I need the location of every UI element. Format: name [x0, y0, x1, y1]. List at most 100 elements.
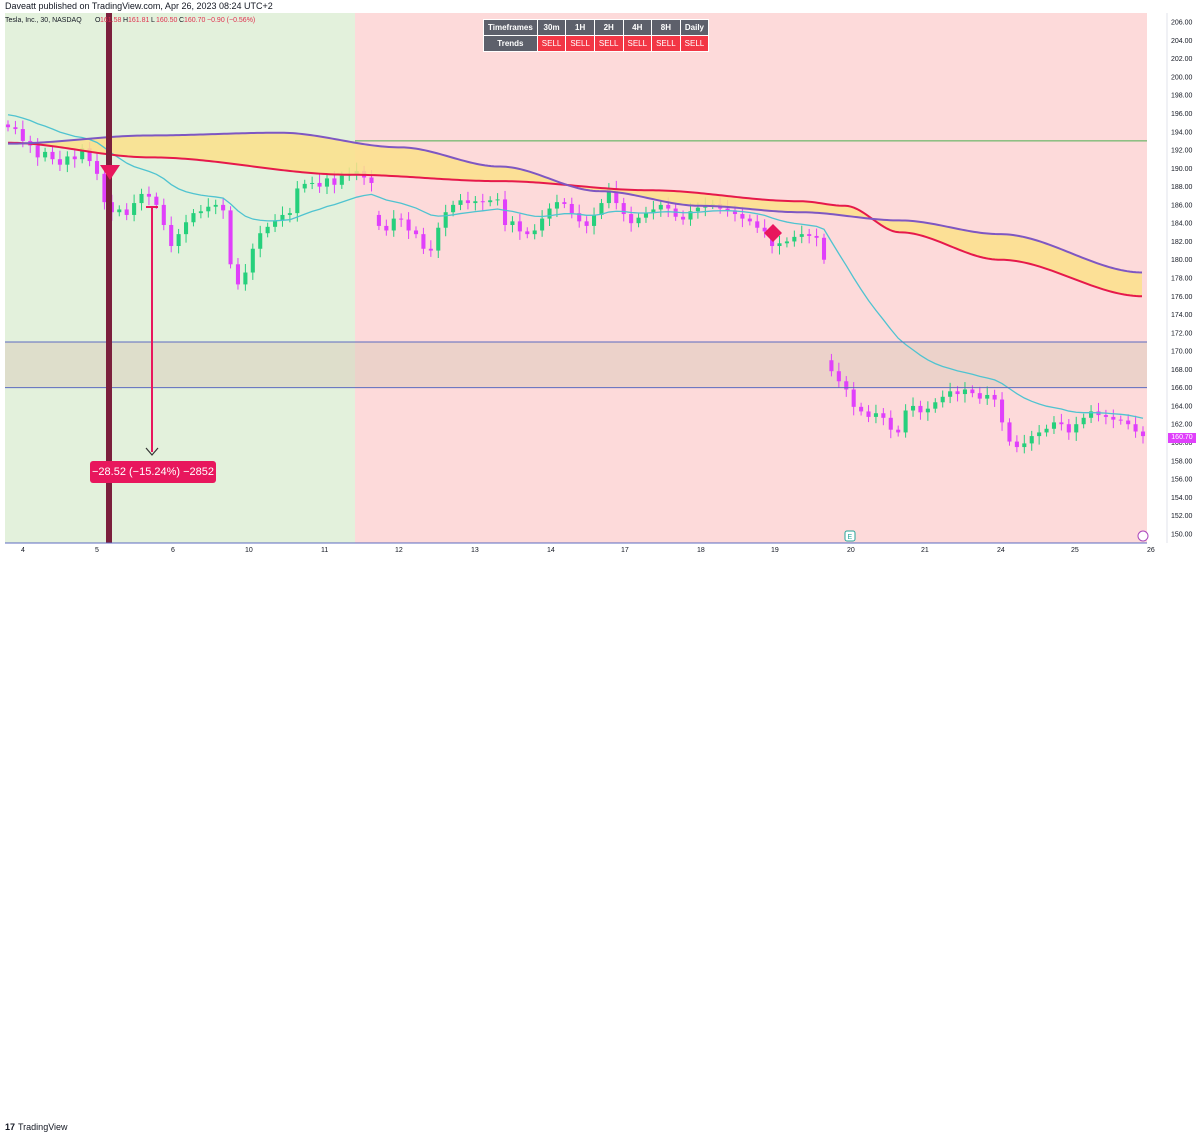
candle-body	[1111, 416, 1116, 420]
candle-body	[413, 230, 419, 235]
current-price-tag: 160.70	[1168, 433, 1196, 443]
candle-body	[1044, 428, 1049, 433]
ohlc-value: 161.81	[128, 17, 150, 24]
candle-body	[510, 221, 515, 225]
candle-body	[235, 264, 241, 285]
candle-body	[658, 204, 663, 210]
candle-body	[80, 148, 85, 160]
candle-body	[896, 429, 901, 433]
time-axis-label: 11	[321, 547, 328, 554]
tradingview-logo-mark: 17	[5, 1122, 16, 1132]
price-axis-label: 204.00	[1171, 38, 1193, 45]
trend-sell-cell: SELL	[537, 36, 566, 51]
time-axis-label: 21	[921, 547, 929, 554]
candle-body	[124, 209, 129, 215]
trend-sell-cell: SELL	[652, 36, 680, 51]
ohlc-value: 160.70	[184, 17, 206, 24]
candle-body	[1103, 415, 1108, 417]
candle-body	[695, 207, 700, 212]
time-axis-label: 14	[547, 547, 555, 554]
candle-body	[1066, 424, 1071, 433]
price-axis-label: 186.00	[1171, 202, 1193, 209]
candle-body	[376, 214, 381, 226]
candle-body	[992, 394, 997, 400]
candle-body	[280, 214, 285, 221]
candle-body	[569, 203, 574, 214]
candle-body	[755, 221, 760, 228]
trend-sell-cell: SELL	[623, 36, 652, 51]
support-zone-band	[5, 341, 1147, 388]
candle-body	[436, 227, 441, 251]
candle-body	[339, 175, 344, 185]
candle-body	[221, 204, 226, 211]
lightning-icon[interactable]	[1137, 530, 1149, 542]
timeframe-header: Daily	[680, 20, 709, 35]
candle-body	[384, 225, 389, 231]
candle-body	[1000, 399, 1005, 423]
candle-body	[117, 209, 122, 213]
price-axis-label: 190.00	[1171, 166, 1193, 173]
candle-body	[94, 161, 100, 174]
candle-body	[732, 210, 738, 215]
time-axis-label: 12	[395, 547, 403, 554]
candle-body	[836, 371, 841, 382]
trends-row-label: Trends	[484, 36, 537, 51]
candle-body	[13, 127, 18, 130]
time-axis-label: 13	[471, 547, 479, 554]
candle-body	[1022, 443, 1027, 448]
candle-body	[183, 222, 189, 235]
candle-body	[614, 189, 619, 204]
candle-body	[933, 402, 938, 409]
bullish-zone	[5, 13, 355, 543]
candle-body	[1118, 419, 1123, 421]
candle-body	[940, 396, 945, 403]
candle-body	[5, 124, 11, 128]
timeframes-header: Timeframes	[484, 20, 537, 35]
candle-body	[584, 221, 589, 226]
ohlc-label: O	[95, 17, 101, 24]
candle-body	[295, 188, 300, 214]
footer-bar: 17 TradingView	[0, 560, 1200, 1132]
candle-body	[747, 218, 752, 222]
candle-body	[206, 206, 211, 212]
candle-body	[399, 218, 404, 220]
price-axis-label: 178.00	[1171, 276, 1193, 283]
candle-body	[525, 231, 530, 235]
candle-body	[191, 213, 196, 223]
candle-body	[740, 214, 745, 219]
tradingview-logo-text: TradingView	[18, 1122, 68, 1132]
ohlc-value: 160.50	[156, 17, 178, 24]
candle-body	[903, 410, 908, 433]
ema-slow-line	[7, 131, 1143, 274]
candle-body	[562, 202, 567, 204]
candle-body	[866, 411, 871, 417]
candle-body	[72, 156, 77, 160]
candle-body	[814, 235, 819, 238]
candle-body	[473, 201, 478, 204]
candle-body	[1126, 420, 1131, 425]
candle-body	[859, 406, 864, 412]
ema-cloud	[8, 132, 1142, 297]
candle-body	[428, 248, 433, 251]
candle-body	[324, 178, 330, 187]
price-axis-label: 150.00	[1171, 531, 1193, 538]
candle-body	[643, 213, 649, 218]
candle-body	[488, 200, 493, 203]
price-axis-label: 164.00	[1171, 403, 1193, 410]
earnings-marker[interactable]	[844, 530, 856, 542]
candle-body	[502, 199, 508, 225]
candle-body	[688, 211, 693, 220]
candle-body	[888, 417, 893, 430]
tradingview-logo: 17 TradingView	[5, 1122, 68, 1132]
candle-body	[102, 173, 107, 203]
price-change: −0.90 (−0.56%)	[207, 17, 255, 24]
time-axis-label: 6	[171, 547, 175, 554]
price-chart[interactable]: E206.00204.00202.00200.00198.00196.00194…	[0, 0, 1200, 560]
price-axis-label: 182.00	[1171, 239, 1193, 246]
candle-body	[606, 189, 611, 204]
timeframe-header: 4H	[623, 20, 652, 35]
candle-body	[139, 193, 144, 204]
candle-body	[258, 233, 263, 249]
timeframe-header: 30m	[537, 20, 566, 35]
candle-body	[146, 193, 151, 197]
